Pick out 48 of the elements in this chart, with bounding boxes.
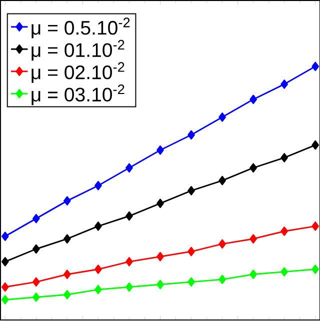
- point: [249, 234, 257, 244]
- point: [311, 264, 319, 274]
- point: [280, 80, 288, 89]
- point: [63, 270, 71, 279]
- point: [280, 226, 288, 236]
- point: [63, 234, 71, 244]
- legend-label: μ = 03.10$^{-2}$: [31, 84, 124, 106]
- point: [156, 252, 164, 262]
- point: [94, 222, 102, 231]
- point: [311, 222, 319, 231]
- point: [280, 153, 288, 162]
- point: [249, 163, 257, 172]
- point: [63, 290, 71, 300]
- point: [156, 145, 164, 155]
- point: [1, 257, 9, 266]
- point: [218, 239, 226, 249]
- point: [94, 264, 102, 274]
- point: [32, 292, 40, 302]
- point: [125, 257, 133, 266]
- point: [218, 274, 226, 284]
- point: [218, 112, 226, 122]
- point: [63, 196, 71, 206]
- point: [311, 140, 319, 150]
- legend-label: μ = 01.10$^{-2}$: [31, 40, 124, 61]
- point: [249, 94, 257, 104]
- point: [125, 211, 133, 221]
- point: [249, 270, 257, 279]
- point: [187, 130, 195, 140]
- point: [125, 282, 133, 292]
- point: [218, 176, 226, 186]
- point: [1, 232, 9, 241]
- point: [32, 244, 40, 254]
- point: [311, 62, 319, 72]
- point: [32, 277, 40, 287]
- legend-label: μ = 02.10$^{-2}$: [31, 62, 124, 83]
- point: [94, 180, 102, 190]
- point: [94, 284, 102, 294]
- point: [280, 267, 288, 276]
- point: [125, 163, 133, 172]
- legend-label: μ = 0.5.10$^{-2}$: [31, 18, 130, 38]
- point: [1, 295, 9, 304]
- point: [156, 198, 164, 208]
- point: [187, 246, 195, 256]
- point: [187, 186, 195, 196]
- point: [187, 277, 195, 287]
- point: [156, 280, 164, 290]
- point: [1, 282, 9, 292]
- point: [32, 214, 40, 224]
